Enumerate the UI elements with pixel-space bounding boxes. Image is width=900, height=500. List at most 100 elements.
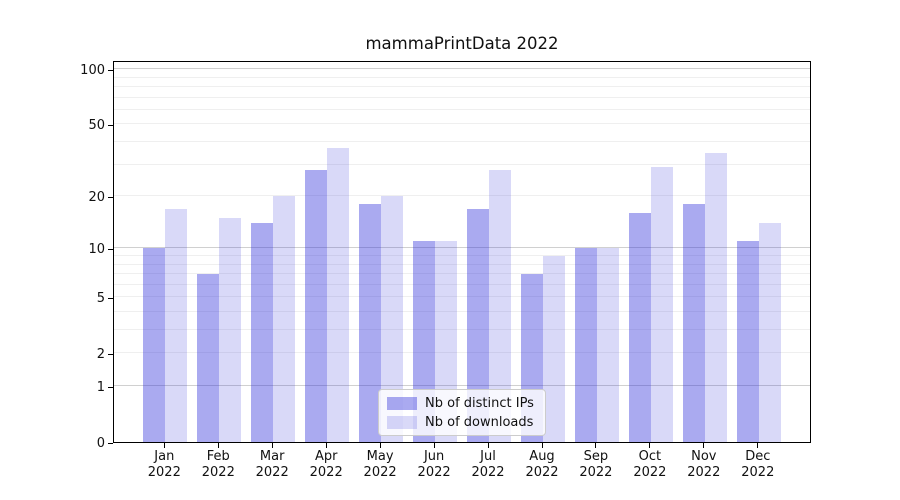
y-tick-label: 1 [96,379,105,395]
x-tick-label-jul: Jul 2022 [456,449,520,481]
x-tick-label-dec: Dec 2022 [726,449,790,481]
x-tick-label-may: May 2022 [348,449,412,481]
y-tick-mark [108,353,113,355]
gridline-minor [114,141,810,142]
x-tick-label-oct: Oct 2022 [618,449,682,481]
y-tick-label: 10 [88,241,105,257]
gridline-minor [114,263,810,265]
x-tick-label-aug: Aug 2022 [510,449,574,481]
y-tick-mark [108,124,113,126]
x-tick-month: Oct [638,449,662,464]
x-tick-label-apr: Apr 2022 [294,449,358,481]
legend-label-distinct-ips: Nb of distinct IPs [425,395,534,411]
y-tick-mark [108,442,113,444]
x-tick-mark [487,443,489,448]
gridline-minor [114,283,810,285]
x-tick-year: 2022 [471,465,505,480]
x-tick-year: 2022 [147,465,181,480]
gridline-minor [114,195,810,197]
x-tick-year: 2022 [525,465,559,480]
x-tick-year: 2022 [633,465,667,480]
x-tick-year: 2022 [741,465,775,480]
x-tick-month: Nov [691,449,717,464]
bar-distinct-ips-oct [628,213,651,442]
x-tick-month: Apr [314,449,338,464]
gridline-minor [114,273,810,274]
gridline-minor [114,76,810,78]
bar-downloads-jul [489,170,511,442]
y-tick-label: 5 [96,290,105,306]
legend-swatch-distinct-ips-icon [387,396,417,410]
legend: Nb of distinct IPs Nb of downloads [378,389,546,436]
y-tick-label: 100 [80,62,105,78]
x-tick-month: May [366,449,394,464]
legend-label-downloads: Nb of downloads [425,414,534,430]
gridline-major [114,68,810,70]
bar-distinct-ips-jan [143,248,166,442]
y-tick-label: 20 [88,189,105,205]
x-tick-mark [217,443,219,448]
x-tick-year: 2022 [687,465,721,480]
bar-downloads-apr [327,148,350,442]
legend-item-distinct-ips: Nb of distinct IPs [387,396,537,411]
x-tick-mark [325,443,327,448]
bar-downloads-sep [596,248,619,442]
x-tick-month: Sep [583,449,609,464]
bar-distinct-ips-mar [251,223,274,442]
x-tick-month: Jan [154,449,175,464]
x-tick-label-mar: Mar 2022 [240,449,304,481]
gridline-major [114,247,810,249]
gridline-minor [114,296,810,298]
x-tick-label-nov: Nov 2022 [672,449,736,481]
gridline-minor [114,352,810,354]
y-tick-label: 2 [96,346,105,362]
x-tick-year: 2022 [255,465,289,480]
bar-distinct-ips-may [359,204,382,442]
x-tick-label-sep: Sep 2022 [564,449,628,481]
x-tick-mark [541,443,543,448]
gridline-minor [114,96,810,98]
gridline-minor [114,86,810,87]
gridline-major [114,385,810,386]
bar-distinct-ips-sep [574,248,597,442]
bar-distinct-ips-nov [682,204,705,442]
plot-area: Nb of distinct IPs Nb of downloads [113,61,811,443]
bar-downloads-jan [165,208,188,442]
gridline-minor [114,311,810,312]
bar-downloads-mar [273,196,296,442]
x-tick-mark [649,443,651,448]
x-tick-mark [703,443,705,448]
x-tick-month: Jul [480,449,496,464]
y-tick-mark [108,248,113,250]
x-tick-year: 2022 [201,465,235,480]
y-tick-mark [108,196,113,198]
y-tick-label: 50 [88,117,105,133]
x-tick-month: Aug [529,449,555,464]
bar-downloads-oct [650,167,673,442]
gridline-minor [114,108,810,110]
bar-downloads-feb [219,218,242,442]
y-tick-mark [108,386,113,388]
bar-distinct-ips-apr [305,170,328,442]
x-tick-mark [379,443,381,448]
x-tick-year: 2022 [363,465,397,480]
x-tick-label-jan: Jan 2022 [132,449,196,481]
x-tick-mark [163,443,165,448]
y-tick-mark [108,69,113,71]
gridline-minor [114,255,810,256]
x-tick-month: Dec [745,449,771,464]
y-tick-label: 0 [96,435,105,451]
x-tick-mark [271,443,273,448]
bar-distinct-ips-feb [197,274,220,442]
x-tick-month: Feb [206,449,230,464]
x-tick-month: Jun [423,449,445,464]
gridline-minor [114,123,810,125]
x-tick-mark [433,443,435,448]
y-tick-mark [108,297,113,299]
x-tick-mark [595,443,597,448]
gridline-minor [114,163,810,165]
legend-item-downloads: Nb of downloads [387,415,537,430]
x-tick-label-jun: Jun 2022 [402,449,466,481]
x-tick-year: 2022 [309,465,343,480]
